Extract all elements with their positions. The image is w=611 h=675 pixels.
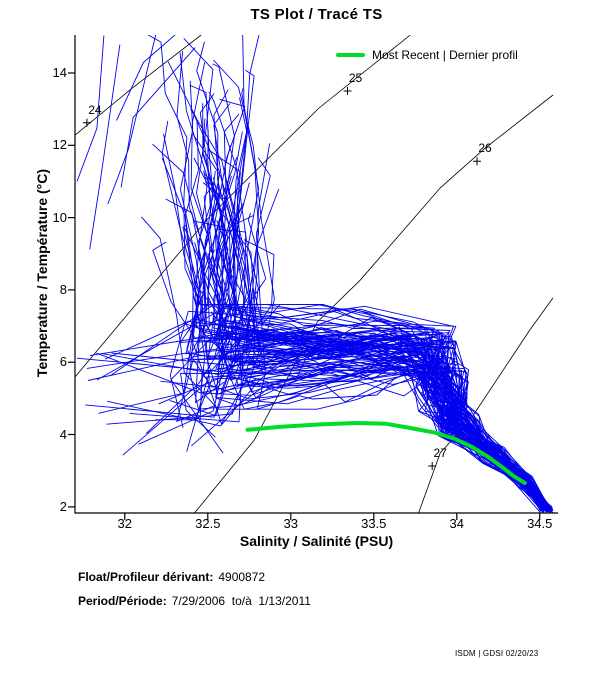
profile-line bbox=[147, 35, 545, 513]
credit-text: ISDM | GDSI 02/20/23 bbox=[455, 649, 539, 658]
contour-label-24: 24 bbox=[88, 103, 102, 117]
isopycnal-line-26 bbox=[194, 94, 554, 513]
period-value: 7/29/2006 to/à 1/13/2011 bbox=[171, 594, 311, 608]
isopycnal-contour-labels: 24 25 26 27 bbox=[82, 71, 492, 470]
y-tick-label: 10 bbox=[52, 209, 67, 225]
profile-line-stray bbox=[116, 35, 176, 121]
profile-line bbox=[208, 91, 548, 511]
profile-line bbox=[217, 35, 549, 510]
y-axis-label: Temperature / Température (°C) bbox=[34, 168, 50, 378]
profile-line bbox=[180, 366, 552, 511]
axes-spines-and-ticks bbox=[68, 35, 558, 520]
most-recent-profile-line bbox=[245, 421, 527, 485]
isopycnal-line-27 bbox=[418, 297, 554, 513]
profile-line bbox=[216, 294, 553, 513]
period-line: Period/Période: 7/29/2006 to/à 1/13/2011 bbox=[78, 594, 311, 608]
profile-line-stray bbox=[76, 35, 105, 182]
x-tick-label: 33.5 bbox=[361, 516, 387, 531]
float-id-value: 4900872 bbox=[218, 570, 266, 584]
profile-line bbox=[196, 41, 544, 511]
y-tick-label: 4 bbox=[59, 426, 67, 442]
profile-line-stray bbox=[107, 35, 157, 205]
profile-line bbox=[242, 35, 549, 508]
contour-label-27: 27 bbox=[434, 446, 448, 460]
isopycnal-line-24 bbox=[75, 35, 202, 136]
float-id-label: Float/Profileur dérivant: bbox=[78, 570, 214, 584]
contour-plus-marker bbox=[473, 157, 481, 166]
profile-line-stray bbox=[120, 47, 196, 188]
profile-lines-ensemble bbox=[76, 35, 554, 513]
y-tick-label: 12 bbox=[52, 137, 67, 153]
x-tick-label: 34.5 bbox=[527, 516, 553, 531]
profile-line bbox=[155, 334, 544, 508]
chart-title: TS Plot / Tracé TS bbox=[250, 6, 383, 23]
profile-line bbox=[110, 303, 543, 509]
y-tick-label: 2 bbox=[59, 498, 67, 514]
profile-line bbox=[255, 157, 552, 513]
x-tick-label: 33 bbox=[283, 516, 298, 531]
contour-plus-marker bbox=[343, 87, 352, 95]
isopycnal-contour-lines bbox=[75, 35, 554, 513]
contour-label-25: 25 bbox=[349, 71, 363, 85]
isopycnal-line-25 bbox=[75, 35, 411, 378]
contour-plus-marker bbox=[82, 118, 91, 127]
legend-line-sample bbox=[336, 53, 365, 57]
x-tick-label: 32 bbox=[117, 516, 133, 531]
most-recent-profile-path bbox=[245, 421, 527, 485]
x-axis-label: Salinity / Salinité (PSU) bbox=[239, 533, 394, 549]
profile-line bbox=[215, 326, 549, 508]
profile-line bbox=[183, 227, 544, 512]
profile-line bbox=[161, 157, 550, 512]
axis-spines bbox=[74, 35, 558, 514]
period-label: Period/Période: bbox=[78, 594, 167, 608]
x-tick-label: 32.5 bbox=[195, 516, 221, 531]
profile-line bbox=[182, 322, 553, 508]
legend: Most Recent | Dernier profil bbox=[336, 48, 518, 62]
legend-label: Most Recent | Dernier profil bbox=[372, 48, 518, 62]
float-id-line: Float/Profileur dérivant: 4900872 bbox=[78, 570, 265, 584]
profile-line bbox=[199, 93, 549, 510]
y-tick-label: 6 bbox=[59, 354, 67, 370]
y-tick-label: 8 bbox=[59, 281, 67, 297]
contour-plus-marker bbox=[428, 462, 437, 470]
y-tick-label: 14 bbox=[52, 64, 67, 80]
contour-label-26: 26 bbox=[478, 141, 492, 155]
x-tick-label: 34 bbox=[449, 516, 464, 531]
profile-line-stray bbox=[89, 44, 121, 250]
